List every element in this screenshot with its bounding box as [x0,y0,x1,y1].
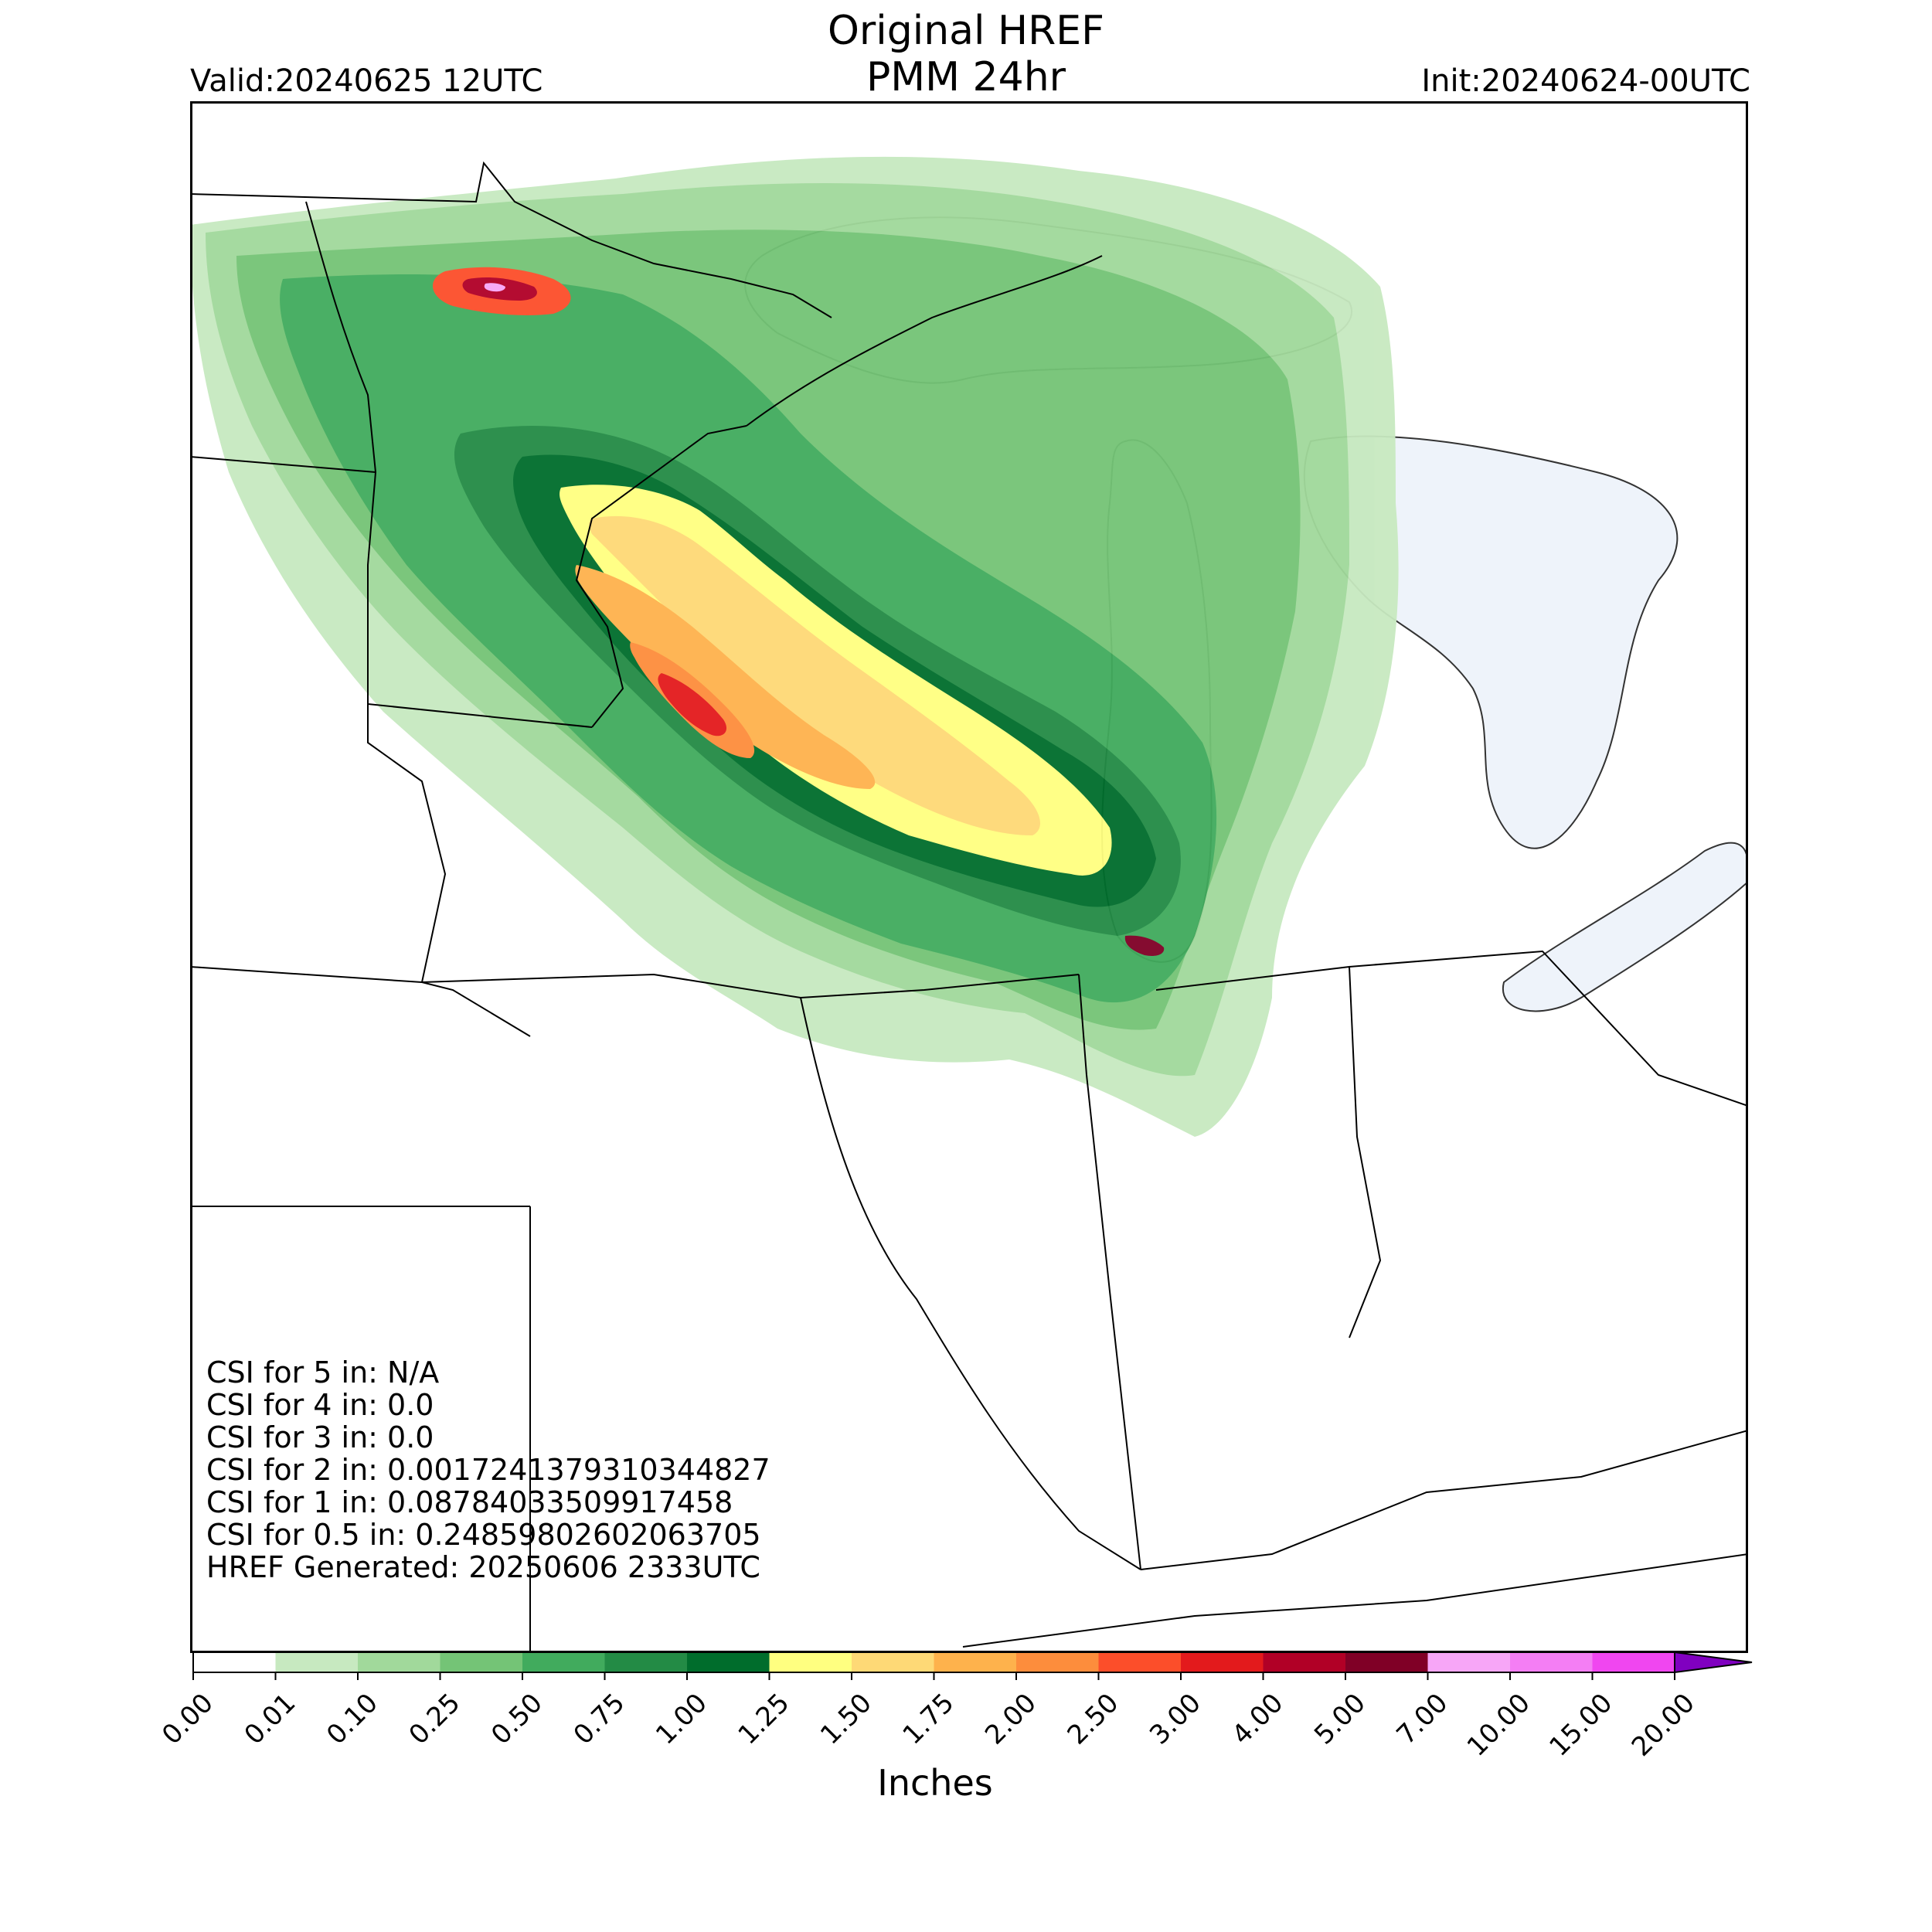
colorbar-extend-arrow [1674,1651,1753,1674]
colorbar-swatch [1098,1652,1182,1672]
colorbar-swatch [358,1652,440,1672]
tn-border [962,1553,1748,1648]
in-border [1155,965,1382,1338]
csi-3in: CSI for 3 in: 0.0 [206,1420,434,1454]
colorbar: 0.00 0.01 0.10 0.25 0.50 0.75 1.00 1.25 1.50 1.75… [156,1651,1753,1763]
il-border [1078,974,1141,1570]
precip-5.00 [1124,935,1165,956]
valid-time-label: Valid:20240625 12UTC [190,63,543,99]
csi-0.5in: CSI for 0.5 in: 0.24859802602063705 [206,1518,761,1552]
nd-sd-border [190,456,376,473]
colorbar-tick-label: 1.75 [897,1688,961,1751]
colorbar-tick-label: 1.25 [733,1688,796,1751]
colorbar-tick-label: 0.25 [403,1688,467,1751]
title-line2: PMM 24hr [866,54,1066,100]
colorbar-tick-label: 7.00 [1391,1688,1454,1751]
precip-7.00 [484,283,505,292]
ia-border [367,704,447,983]
colorbar-tick-label: 5.00 [1308,1688,1372,1751]
colorbar-tick-label: 2.50 [1062,1688,1125,1751]
mn-border [305,201,593,728]
colorbar-tick-label: 0.01 [239,1688,302,1751]
csi-1in: CSI for 1 in: 0.08784033509917458 [206,1485,733,1519]
colorbar-tick-label: 0.10 [321,1688,384,1751]
colorbar-tick-label: 1.00 [650,1688,713,1751]
colorbar-tick-label: 3.00 [1144,1688,1207,1751]
colorbar-swatch [193,1652,276,1672]
wi-il-border [800,974,1080,998]
sd-ne-border [190,966,531,1037]
state-borders [190,161,1748,1653]
colorbar-label: Inches [877,1762,993,1804]
csi-stats: CSI for 5 in: N/A CSI for 4 in: 0.0 CSI … [206,1356,770,1583]
colorbar-swatch [1345,1652,1428,1672]
title-line1: Original HREF [827,8,1104,54]
mi-up-border [746,255,1103,427]
precip-field [190,156,1399,1137]
colorbar-swatch [440,1652,523,1672]
csi-4in: CSI for 4 in: 0.0 [206,1388,434,1422]
precip-1.75 [575,565,876,789]
colorbar-tick-label: 1.50 [815,1688,878,1751]
colorbar-tick-label: 10.00 [1461,1688,1536,1763]
colorbar-swatch [275,1652,359,1672]
mo-border [800,997,1141,1570]
csi-2in: CSI for 2 in: 0.0017241379310344827 [206,1453,770,1487]
colorbar-swatch [687,1652,770,1672]
oh-border [1349,950,1748,1107]
colorbar-swatch [1592,1652,1675,1672]
colorbar-swatch [1427,1652,1511,1672]
csi-5in: CSI for 5 in: N/A [206,1355,440,1389]
precip-map [190,101,1748,1653]
colorbar-tick-label: 0.00 [156,1688,219,1751]
colorbar-swatch [1263,1652,1346,1672]
colorbar-swatch [604,1652,688,1672]
colorbar-swatch [769,1652,852,1672]
colorbar-swatch [852,1652,934,1672]
colorbar-tick-label: 2.00 [979,1688,1043,1751]
colorbar-swatch [1181,1652,1264,1672]
colorbar-swatch [1016,1652,1099,1672]
ky-border [1140,1430,1748,1570]
colorbar-tick-label: 15.00 [1543,1688,1618,1763]
href-generated: HREF Generated: 20250606 2333UTC [206,1550,760,1584]
colorbar-swatch [934,1652,1017,1672]
init-time-label: Init:20240624-00UTC [1421,63,1750,99]
wi-mn-border [575,425,747,728]
colorbar-tick-label: 0.75 [568,1688,631,1751]
precip-1.50 [589,515,1040,835]
ia-mo-border [421,973,801,998]
canada-border [190,161,832,318]
precip-3.00 [658,673,727,736]
colorbar-tick-label: 20.00 [1626,1688,1701,1763]
colorbar-tick-label: 4.00 [1226,1688,1290,1751]
colorbar-swatch [1510,1652,1593,1672]
colorbar-tick-label: 0.50 [485,1688,549,1751]
colorbar-swatch [522,1652,605,1672]
